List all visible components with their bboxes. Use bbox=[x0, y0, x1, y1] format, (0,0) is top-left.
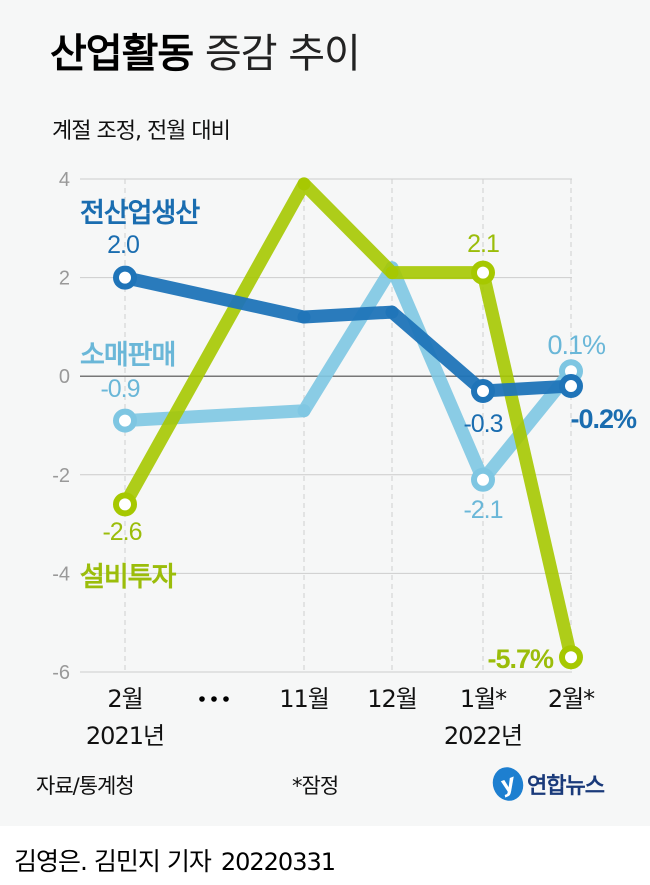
line-chart: 4 2 0 -2 -4 -6 2월 11월 12월 1월* 2월* 2021년 2022년 2.0 -0.3… bbox=[52, 169, 638, 750]
x-tick-label: 12월 bbox=[367, 685, 417, 713]
data-point-marker bbox=[297, 177, 311, 191]
data-point-marker bbox=[471, 467, 495, 492]
x-tick-label: 11월 bbox=[279, 685, 329, 713]
y-tick-label: -2 bbox=[52, 465, 70, 487]
chart-subtitle: 계절 조정, 전월 대비 bbox=[52, 119, 231, 144]
data-label: 2.1 bbox=[467, 230, 499, 258]
data-point-marker bbox=[297, 310, 311, 324]
data-label: -0.9 bbox=[100, 375, 139, 403]
byline: 김영은. 김민지 기자 20220331 bbox=[14, 842, 336, 878]
data-point-marker bbox=[113, 408, 137, 433]
x-tick-label: 2월* bbox=[548, 685, 595, 713]
reporter-names: 김영은. 김민지 기자 bbox=[14, 847, 212, 876]
yonhap-logo: y 연합뉴스 bbox=[488, 762, 605, 806]
provisional-note: *잠정 bbox=[292, 774, 339, 798]
yonhap-logo-icon: y bbox=[488, 762, 528, 806]
data-point-marker bbox=[559, 374, 583, 399]
data-point-marker bbox=[471, 378, 495, 403]
y-tick-label: 2 bbox=[59, 268, 70, 290]
chart-title: 산업활동 증감 추이 bbox=[50, 31, 361, 77]
data-point-marker bbox=[113, 492, 137, 517]
data-label: -0.2% bbox=[570, 404, 637, 434]
ellipsis-dot bbox=[199, 696, 205, 702]
series-name-label: 전산업생산 bbox=[80, 198, 200, 229]
y-tick-label: -4 bbox=[52, 563, 70, 585]
data-label: -0.3 bbox=[463, 410, 502, 438]
data-label: -2.6 bbox=[102, 518, 141, 546]
ellipsis-dot bbox=[223, 696, 229, 702]
data-label: 2.0 bbox=[107, 231, 139, 259]
data-point-marker bbox=[297, 404, 311, 418]
x-tick-label: 1월* bbox=[460, 685, 507, 713]
y-tick-label: 4 bbox=[59, 169, 70, 191]
y-tick-label: 0 bbox=[59, 366, 70, 388]
data-point-marker bbox=[559, 645, 583, 670]
data-label: 0.1% bbox=[547, 330, 606, 360]
ellipsis-dot bbox=[211, 696, 217, 702]
yonhap-logo-text: 연합뉴스 bbox=[527, 774, 605, 799]
data-label: -2.1 bbox=[463, 496, 502, 524]
x-year-label: 2021년 bbox=[86, 722, 164, 750]
x-year-label: 2022년 bbox=[444, 722, 522, 750]
data-label: -5.7% bbox=[487, 644, 554, 674]
x-tick-label: 2월 bbox=[107, 685, 142, 713]
title-light: 증감 추이 bbox=[204, 31, 361, 77]
data-point-marker bbox=[113, 265, 137, 290]
source-label: 자료/통계청 bbox=[36, 774, 135, 798]
series-name-label: 소매판매 bbox=[80, 340, 175, 371]
title-bold: 산업활동 bbox=[50, 31, 194, 77]
publish-date: 20220331 bbox=[220, 848, 336, 876]
data-point-marker bbox=[385, 305, 399, 319]
data-point-marker bbox=[471, 260, 495, 285]
data-point-marker bbox=[385, 266, 399, 280]
series-name-label: 설비투자 bbox=[80, 562, 177, 593]
y-tick-label: -6 bbox=[52, 662, 70, 684]
